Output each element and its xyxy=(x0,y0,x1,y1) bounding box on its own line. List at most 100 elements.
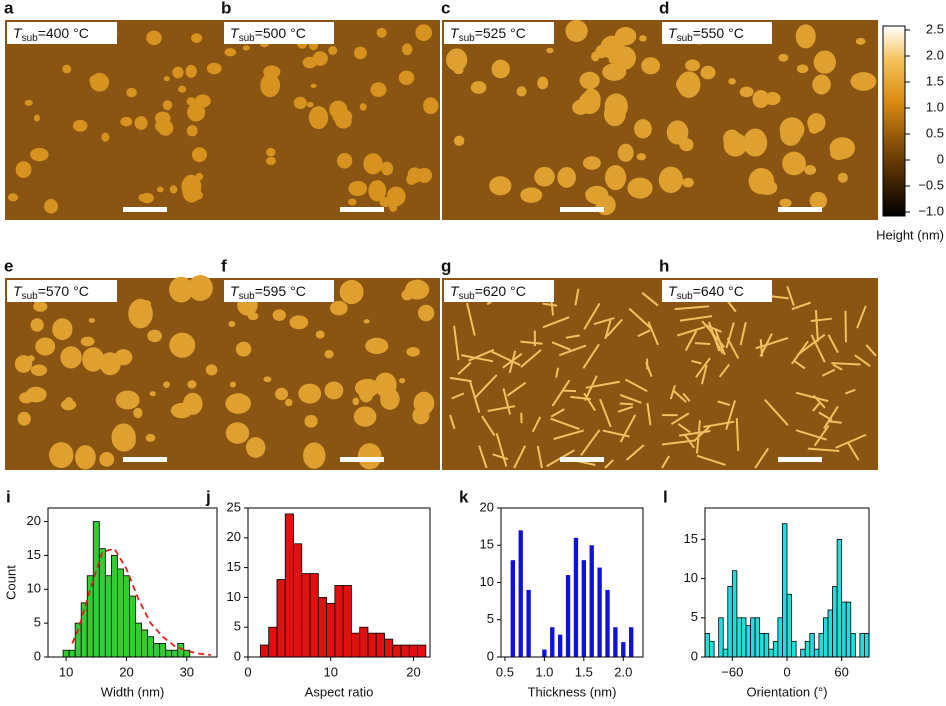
tag-subscript: sub xyxy=(677,33,694,44)
afm-island xyxy=(402,43,413,56)
afm-ribbon xyxy=(457,361,472,375)
bar xyxy=(342,585,352,658)
afm-island xyxy=(101,132,110,142)
afm-island xyxy=(795,24,816,49)
afm-island xyxy=(779,198,792,208)
afm-island xyxy=(365,337,389,355)
bar xyxy=(293,543,303,658)
afm-island xyxy=(169,332,196,358)
afm-ribbon xyxy=(764,398,789,426)
afm-island xyxy=(401,289,413,301)
bar xyxy=(782,523,788,658)
bar xyxy=(74,622,82,658)
afm-ribbon xyxy=(617,405,634,413)
afm-ribbon xyxy=(542,302,558,307)
afm-island xyxy=(565,19,588,43)
afm-island xyxy=(62,64,72,74)
tag-box xyxy=(7,280,117,302)
afm-island xyxy=(272,309,286,321)
y-tick-label: 0 xyxy=(487,648,494,663)
afm-ribbon xyxy=(551,379,571,407)
afm-ribbon xyxy=(637,329,651,338)
scale-bar xyxy=(123,457,167,462)
bar xyxy=(129,595,136,658)
afm-ribbon xyxy=(582,343,600,369)
bar xyxy=(841,601,847,658)
afm-island xyxy=(263,376,272,383)
afm-ribbon xyxy=(714,329,726,356)
afm-island xyxy=(748,168,775,195)
afm-ribbon xyxy=(845,388,856,395)
afm-island xyxy=(133,407,143,419)
afm-ribbon xyxy=(810,317,832,322)
afm-island xyxy=(557,166,576,188)
afm-ribbon xyxy=(691,359,702,365)
scale-bar xyxy=(560,457,604,462)
bar xyxy=(777,617,783,658)
afm-island xyxy=(306,101,314,108)
afm-ribbon xyxy=(453,325,460,361)
plot-frame xyxy=(247,507,431,658)
tag-value: =400 °C xyxy=(38,25,89,41)
afm-island xyxy=(75,445,96,470)
afm-island xyxy=(406,347,420,357)
afm-ribbon xyxy=(451,392,465,400)
afm-ribbon xyxy=(520,340,543,345)
afm-island xyxy=(617,143,634,162)
afm-island xyxy=(147,329,162,343)
afm-ribbon xyxy=(696,454,726,466)
afm-ribbon xyxy=(844,310,847,343)
afm-island xyxy=(194,94,211,108)
bar xyxy=(351,632,361,658)
bar xyxy=(597,567,602,657)
bar xyxy=(317,597,327,658)
afm-island xyxy=(242,45,250,51)
bar xyxy=(171,649,179,658)
bar xyxy=(864,633,870,658)
bar xyxy=(542,649,547,657)
afm-ribbon xyxy=(718,363,731,378)
bar xyxy=(268,626,278,658)
y-tick-label: 0 xyxy=(691,648,698,663)
afm-island xyxy=(417,304,435,322)
afm-island xyxy=(284,398,293,407)
afm-ribbon xyxy=(812,394,826,409)
afm-island xyxy=(376,27,387,38)
tag-subscript: sub xyxy=(459,33,476,44)
afm-island xyxy=(380,161,394,176)
afm-island xyxy=(315,330,325,339)
afm-ribbon xyxy=(487,405,516,412)
x-axis-label: Width (nm) xyxy=(101,684,165,699)
tag-symbol: T xyxy=(450,283,460,299)
afm-ribbon xyxy=(684,330,698,351)
afm-ribbon xyxy=(506,381,527,397)
afm-island xyxy=(324,381,344,400)
afm-ribbon xyxy=(574,288,580,306)
panel-letter: g xyxy=(441,256,451,275)
afm-ribbon xyxy=(606,318,623,337)
afm-island xyxy=(17,411,31,426)
afm-ribbon xyxy=(847,442,860,461)
afm-island xyxy=(491,59,510,79)
afm-island xyxy=(163,381,170,388)
afm-island xyxy=(627,177,653,199)
x-tick-label: 2.0 xyxy=(614,664,632,679)
y-tick-label: 10 xyxy=(227,589,241,604)
afm-features xyxy=(225,279,435,470)
afm-ribbon xyxy=(645,361,653,377)
afm-island xyxy=(186,125,198,137)
afm-island xyxy=(235,341,252,357)
bar xyxy=(850,633,856,658)
afm-island xyxy=(778,53,789,62)
afm-ribbon xyxy=(585,380,620,389)
afm-ribbon xyxy=(759,338,764,357)
bar xyxy=(736,617,742,658)
afm-ribbon xyxy=(491,350,521,366)
afm-ribbon xyxy=(793,360,806,370)
afm-island xyxy=(229,381,236,388)
y-tick-label: 10 xyxy=(684,570,698,585)
bar xyxy=(759,633,765,658)
afm-island xyxy=(187,380,197,389)
afm-ribbon xyxy=(813,424,830,447)
afm-island xyxy=(82,347,105,372)
